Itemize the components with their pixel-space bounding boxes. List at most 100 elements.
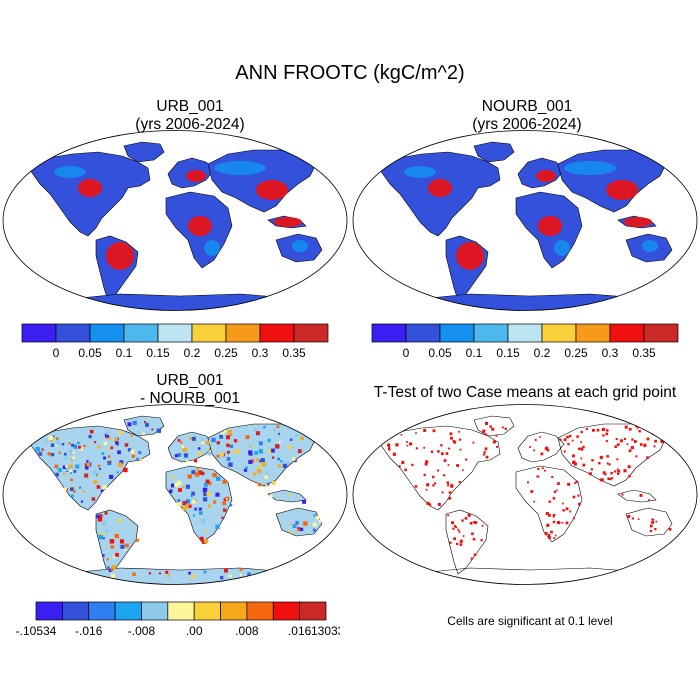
map-diff-grid-cell xyxy=(233,439,238,443)
map-diff-grid-cell xyxy=(110,545,114,549)
colorbar-urb-label-1: 0.05 xyxy=(78,346,102,360)
map-ttest-grid-cell xyxy=(654,528,657,531)
map-diff-grid-cell xyxy=(165,570,169,574)
map-ttest-grid-cell xyxy=(545,512,549,516)
colorbar-urb-label-5: 0.25 xyxy=(214,346,238,360)
map-ttest-grid-cell xyxy=(646,437,650,441)
map-ttest-grid-cell xyxy=(483,453,486,456)
map-ttest-grid-cell xyxy=(537,467,540,471)
map-ttest-grid-cell xyxy=(443,474,446,477)
colorbar-nourb-swatch-5 xyxy=(541,323,577,343)
map-diff-grid-cell xyxy=(70,453,73,456)
map-ttest-grid-cell xyxy=(627,514,631,518)
map-diff-grid-cell xyxy=(78,445,81,449)
map-diff-grid-cell xyxy=(188,504,192,508)
map-ttest-grid-cell xyxy=(447,514,450,517)
map-diff-grid-cell xyxy=(275,444,280,449)
map-diff-grid-cell xyxy=(96,485,101,489)
map-ttest-grid-cell xyxy=(637,518,640,521)
map-ttest-grid-cell xyxy=(462,469,464,471)
map-ttest-grid-cell xyxy=(546,523,550,527)
map-ttest-grid-cell xyxy=(552,497,556,500)
map-diff-grid-cell xyxy=(191,491,196,496)
map-diff-grid-cell xyxy=(253,428,257,432)
map-ttest-grid-cell xyxy=(566,435,569,439)
map-diff-grid-cell xyxy=(75,464,80,469)
map-ttest-grid-cell xyxy=(660,439,664,444)
colorbar-nourb-swatch-8 xyxy=(643,323,679,343)
map-ttest-grid-cell xyxy=(580,447,584,451)
colorbar-urb-swatch-7 xyxy=(259,323,295,343)
map-diff-grid-cell xyxy=(84,463,89,467)
map-diff-grid-cell xyxy=(182,447,187,452)
map-diff-grid-cell xyxy=(72,451,75,454)
map-ttest-grid-cell xyxy=(481,524,484,527)
colorbar-diff-swatch-4 xyxy=(141,601,169,621)
map-diff-grid-cell xyxy=(297,528,301,532)
map-diff-grid-cell xyxy=(100,532,104,536)
map-ttest-grid-cell xyxy=(649,529,653,533)
map-diff-grid-cell xyxy=(315,515,320,520)
map-ttest-grid-cell xyxy=(636,427,639,429)
colorbar-nourb-label-1: 0.05 xyxy=(428,346,452,360)
map-ttest-grid-cell xyxy=(610,471,613,475)
map-ttest-grid-cell xyxy=(653,445,656,448)
map-ttest-grid-cell xyxy=(546,448,550,452)
map-diff-grid-cell xyxy=(79,447,83,451)
map-diff-grid-cell xyxy=(259,459,263,463)
map-diff-grid-cell xyxy=(179,441,183,444)
colorbar-diff-label-3: .00 xyxy=(186,624,203,638)
map-diff-grid-cell xyxy=(312,522,317,527)
colorbar-urb-swatch-3 xyxy=(123,323,159,343)
map-diff-grid-cell xyxy=(271,456,275,459)
map-diff-grid-cell xyxy=(93,441,97,444)
map-diff-grid-cell xyxy=(225,435,231,440)
colorbar-diff-swatch-0 xyxy=(35,601,63,621)
map-diff-grid-cell xyxy=(93,480,98,485)
map-ttest-grid-cell xyxy=(590,468,593,471)
map-ttest-grid-cell xyxy=(568,434,572,438)
map-diff-grid-cell xyxy=(145,423,149,427)
map-diff-grid-cell xyxy=(58,451,61,454)
map-ttest-grid-cell xyxy=(398,465,401,468)
map-ttest-grid-cell xyxy=(489,425,492,428)
colorbar-nourb-swatch-6 xyxy=(575,323,611,343)
map-nourb-mid-region-2 xyxy=(554,240,570,256)
colorbar-diff-swatch-6 xyxy=(193,601,221,621)
map-ttest-grid-cell xyxy=(449,432,453,436)
map-diff-grid-cell xyxy=(299,527,304,531)
map-ttest-grid-cell xyxy=(404,468,407,472)
map-ttest-grid-cell xyxy=(602,434,605,437)
map-ttest-grid-cell xyxy=(395,443,399,447)
map-diff-grid-cell xyxy=(276,425,280,429)
map-urb-hot-region-1 xyxy=(106,242,134,270)
map-diff-grid-cell xyxy=(207,451,212,456)
map-ttest-grid-cell xyxy=(572,460,576,464)
map-ttest-grid-cell xyxy=(582,445,585,449)
map-diff-grid-cell xyxy=(263,425,266,429)
map-diff-grid-cell xyxy=(80,500,83,503)
map-ttest-grid-cell xyxy=(591,459,594,462)
map-diff-grid-cell xyxy=(189,436,193,440)
map-diff-grid-cell xyxy=(127,448,132,452)
map-diff-grid-cell xyxy=(130,449,135,454)
map-diff-grid-cell xyxy=(278,441,281,444)
map-diff-grid-cell xyxy=(225,497,229,501)
map-diff-south-america xyxy=(95,509,139,575)
map-ttest-grid-cell xyxy=(548,514,551,517)
map-diff-grid-cell xyxy=(168,487,171,491)
map-diff-grid-cell xyxy=(239,573,242,576)
map-diff-grid-cell xyxy=(187,474,192,479)
colorbar-urb-swatch-8 xyxy=(293,323,329,343)
map-ttest-grid-cell xyxy=(441,491,444,494)
map-diff-grid-cell xyxy=(132,420,137,426)
map-diff-grid-cell xyxy=(135,538,139,542)
map-ttest-grid-cell xyxy=(623,469,627,473)
map-nourb-hot-region-5 xyxy=(536,170,556,182)
map-diff-grid-cell xyxy=(101,520,106,526)
colorbar-diff-swatch-9 xyxy=(272,601,300,621)
colorbar-nourb-label-2: 0.1 xyxy=(466,346,483,360)
map-diff-grid-cell xyxy=(114,533,119,539)
map-diff-grid-cell xyxy=(216,454,220,458)
map-diff-grid-cell xyxy=(290,523,293,526)
